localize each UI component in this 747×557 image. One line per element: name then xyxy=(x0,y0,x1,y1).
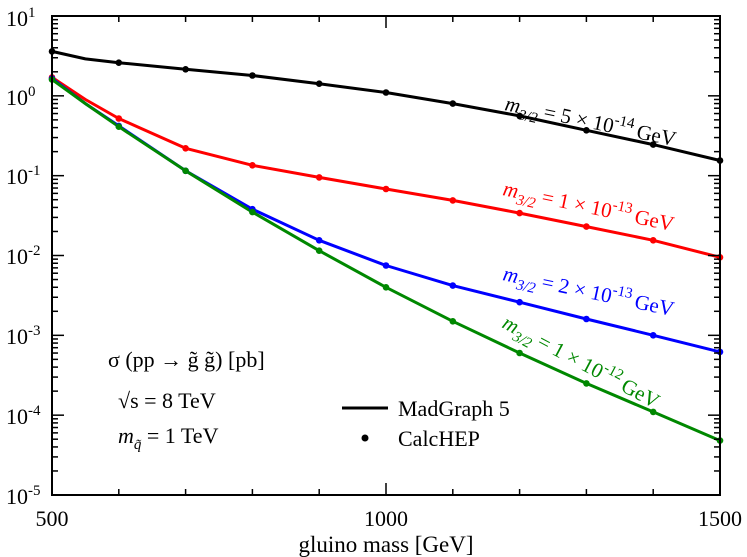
data-point xyxy=(449,282,457,289)
data-point xyxy=(315,174,323,181)
data-point xyxy=(115,123,123,130)
x-tick-label-1500: 1500 xyxy=(698,506,742,531)
data-point xyxy=(649,408,657,416)
squark-mass-annotation: mq̃ = 1 TeV xyxy=(118,423,219,453)
data-point xyxy=(382,284,390,291)
data-point xyxy=(115,59,123,66)
data-point xyxy=(583,223,590,230)
data-point xyxy=(583,127,590,134)
data-point xyxy=(649,141,657,148)
y-tick-label-1e1: 101 xyxy=(6,5,36,31)
data-point xyxy=(449,100,457,107)
data-point xyxy=(449,318,457,325)
series-line-0 xyxy=(51,49,721,162)
series-label-green: m3/2 = 1 × 10-12GeV xyxy=(496,308,664,417)
data-point xyxy=(583,380,590,387)
x-tick-label-500: 500 xyxy=(36,506,69,531)
axis-ticks xyxy=(51,15,721,496)
data-point xyxy=(315,247,323,254)
series-label-red: m3/2 = 1 × 10-13GeV xyxy=(500,174,677,241)
series-line-1 xyxy=(51,76,721,259)
process-annotation: σ (pp → g̃ g̃) [pb] xyxy=(108,347,265,372)
data-point xyxy=(115,115,123,122)
data-point xyxy=(649,237,657,244)
legend-label-madgraph: MadGraph 5 xyxy=(398,396,510,421)
y-tick-label-1e-1: 10-1 xyxy=(6,163,41,189)
data-point xyxy=(249,208,256,216)
data-point xyxy=(516,112,523,120)
data-point xyxy=(315,237,323,244)
data-point xyxy=(249,72,256,79)
y-tick-label-1e-4: 10-4 xyxy=(6,403,41,429)
data-point xyxy=(583,315,590,323)
curves xyxy=(51,49,721,442)
data-point xyxy=(516,349,523,357)
x-axis-title: gluino mass [GeV] xyxy=(298,532,473,557)
data-point xyxy=(182,145,189,152)
data-point xyxy=(382,185,390,193)
energy-annotation: √s = 8 TeV xyxy=(118,388,216,413)
legend: MadGraph 5 CalcHEP xyxy=(342,396,510,451)
x-tick-label-1000: 1000 xyxy=(364,506,408,531)
data-point xyxy=(315,80,323,87)
data-point xyxy=(182,167,189,175)
data-point xyxy=(516,298,523,306)
series-label-black: m3/2 = 5 × 10-14GeV xyxy=(502,89,679,156)
data-point xyxy=(516,209,523,217)
y-tick-label-1e-3: 10-3 xyxy=(6,323,41,349)
data-point xyxy=(182,66,189,73)
series-label-blue: m3/2 = 2 × 10-13GeV xyxy=(500,259,677,326)
legend-dot-swatch xyxy=(361,434,369,442)
data-point xyxy=(649,332,657,339)
data-point xyxy=(249,162,256,169)
data-point xyxy=(382,89,390,96)
data-point xyxy=(449,197,457,204)
y-tick-label-1e-2: 10-2 xyxy=(6,243,41,269)
y-tick-label-1e0: 100 xyxy=(6,84,36,110)
series-line-3 xyxy=(51,78,721,442)
data-point xyxy=(382,262,390,269)
y-tick-label-1e-5: 10-5 xyxy=(6,483,41,509)
legend-label-calchep: CalcHEP xyxy=(398,426,480,451)
